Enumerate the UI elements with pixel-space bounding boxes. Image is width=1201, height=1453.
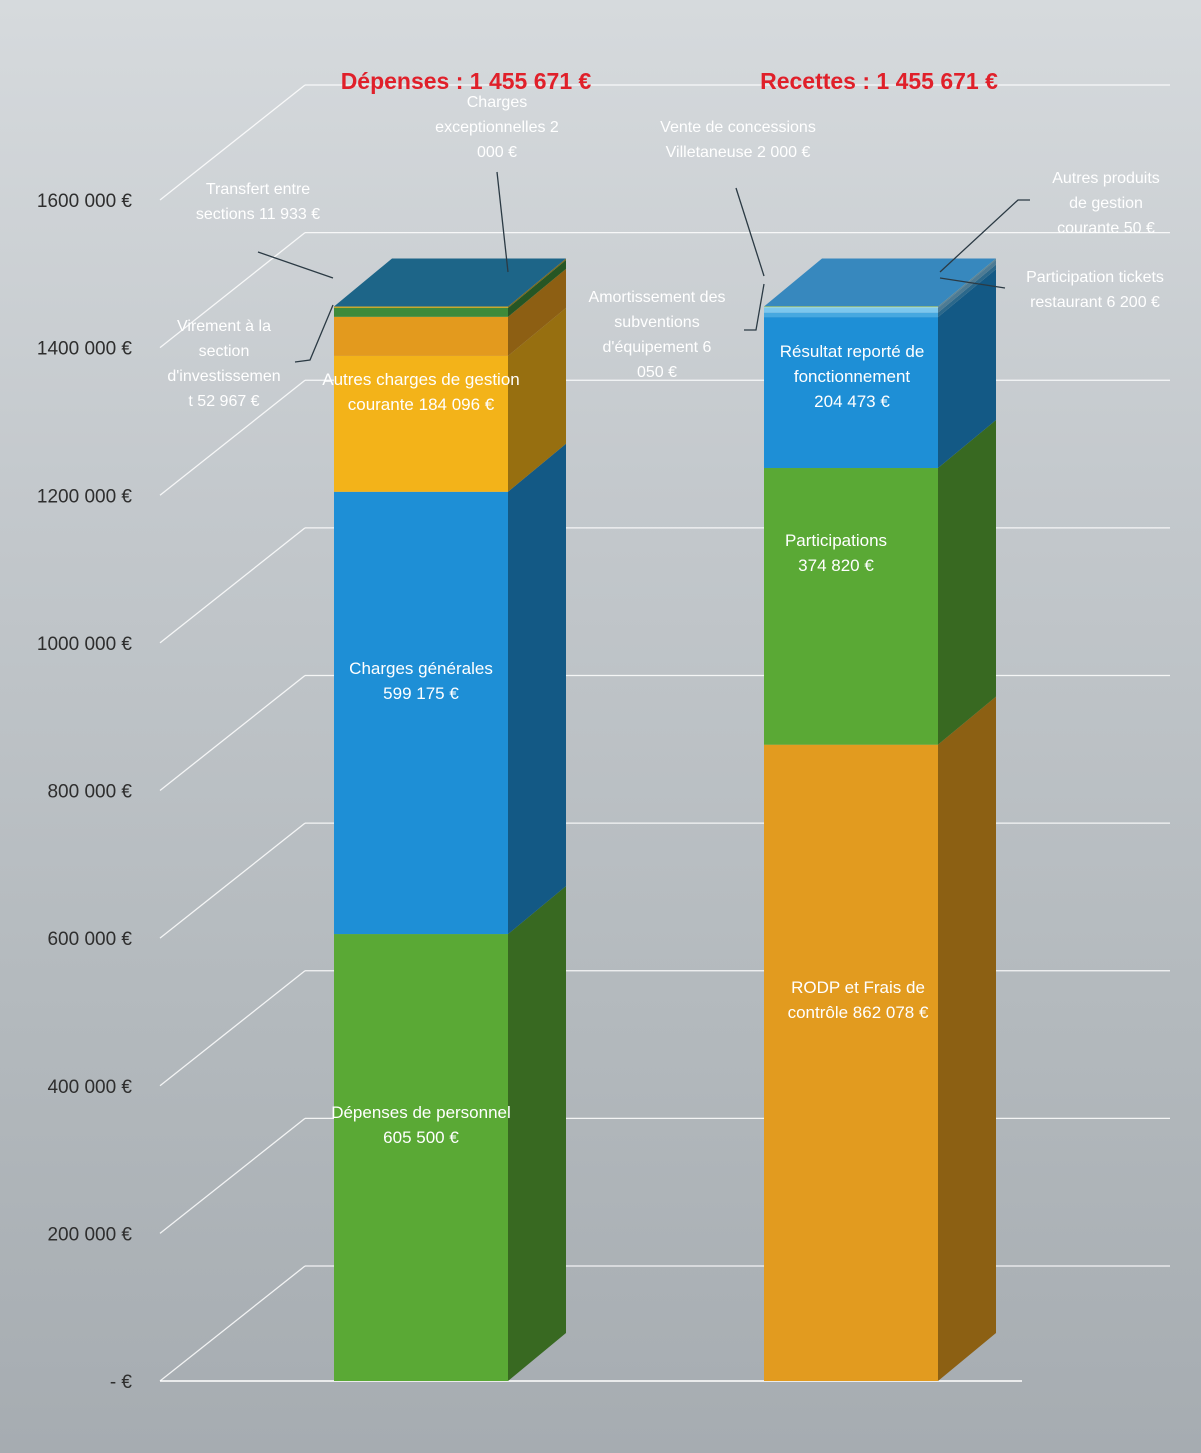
segment-label: d'investissemen [167,368,280,385]
bar-segment-side [938,260,996,313]
bar-segment-side [938,420,996,745]
gridline-diagonal [159,970,306,1087]
bar-segment-side [938,696,996,1381]
gridline-diagonal [159,527,306,644]
gridline-diagonal [159,822,306,939]
bar-segment-side [508,443,566,935]
segment-label: Résultat reporté de [780,342,925,361]
gridline-diagonal [159,1117,306,1234]
segment-label: 605 500 € [383,1128,459,1147]
ytick-label: 200 000 € [47,1224,132,1245]
bar-top-face [764,258,996,307]
label-leader-line [257,251,334,279]
segment-label: sections 11 933 € [196,206,320,223]
y-axis: - € 200 000 € 400 000 € 600 000 € 800 000 € 1… [37,191,133,1393]
ytick-label: 1400 000 € [37,339,133,360]
bar-segment-side [508,258,566,309]
bar-segment [764,468,938,745]
segment-label: t 52 967 € [188,393,259,410]
bar-segment-side [508,260,566,317]
segment-label: Charges [467,94,527,111]
segment-label: Participations [785,531,887,550]
bar-segment [334,308,508,317]
bar-0 [334,258,566,1381]
labels: Dépenses de personnel 605 500 € Charges gé… [167,94,1164,1147]
segment-label: RODP et Frais de [791,978,925,997]
bar-1 [764,258,996,1381]
segment-label: Autres charges de gestion [322,370,520,389]
segment-label: section [199,343,250,360]
bar-segment [764,312,938,318]
bar-segment [334,316,508,356]
segment-label: Transfert entre [206,181,310,198]
bar-segment-side [938,269,996,469]
bar-segment-side [508,886,566,1381]
segment-label: Dépenses de personnel [331,1103,511,1122]
segment-label: subventions [614,314,699,331]
bars [334,258,996,1381]
segment-label: de gestion [1069,195,1143,212]
bar-segment [764,744,938,1381]
titles: Dépenses : 1 455 671 € Recettes : 1 455 6… [341,68,998,94]
segment-label: courante 184 096 € [348,395,495,414]
segment-label: fonctionnement [794,367,911,386]
gridline-diagonal [159,674,306,792]
ytick-label: - € [110,1372,133,1393]
bar-title: Recettes : 1 455 671 € [760,68,998,94]
gridline-diagonal [159,232,306,349]
bar-segment-side [508,307,566,492]
segment-label: courante 50 € [1057,220,1155,237]
bar-title: Dépenses : 1 455 671 € [341,68,592,94]
label-leader-line [939,277,1006,289]
ytick-label: 1000 000 € [37,634,133,655]
bar-segment [764,306,938,309]
gridlines [159,84,1170,1382]
segment-label: Villetaneuse 2 000 € [666,144,811,161]
bar-segment [334,491,508,935]
segment-label: 204 473 € [814,392,890,411]
gridline-diagonal [159,84,306,201]
ytick-label: 800 000 € [47,782,132,803]
segment-label: restaurant 6 200 € [1030,294,1160,311]
ytick-label: 600 000 € [47,929,132,950]
segment-label: Participation tickets [1026,269,1164,286]
segment-label: 050 € [637,364,677,381]
segment-label: Virement à la [177,318,271,335]
bar-segment [334,355,508,492]
segment-label: exceptionnelles 2 [435,119,559,136]
ytick-label: 1200 000 € [37,486,133,507]
label-leader-line [939,199,1030,273]
label-leader-line [294,304,334,363]
label-leader-line [735,187,765,277]
bar-segment [334,934,508,1381]
bar-segment-side [938,258,996,309]
bar-segment [764,317,938,469]
bar-segment-side [938,264,996,318]
segment-label: 000 € [477,144,517,161]
gridline-diagonal [159,379,306,496]
segment-label: contrôle 862 078 € [788,1003,929,1022]
bar-segment [334,306,508,309]
ytick-label: 400 000 € [47,1077,132,1098]
label-leader-line [496,171,509,273]
segment-label: Autres produits [1052,170,1160,187]
segment-label: 599 175 € [383,684,459,703]
gridline-diagonal [159,1265,306,1382]
segment-label: d'équipement 6 [603,339,712,356]
segment-label: Amortissement des [589,289,726,306]
segment-label: Charges générales [349,659,493,678]
segment-label: Vente de concessions [660,119,816,136]
ytick-label: 1600 000 € [37,191,133,212]
label-leader-line [744,283,765,331]
bar-segment [764,306,938,308]
bar-segment-side [508,268,566,356]
bar-segment [764,308,938,313]
segment-label: 374 820 € [798,556,874,575]
